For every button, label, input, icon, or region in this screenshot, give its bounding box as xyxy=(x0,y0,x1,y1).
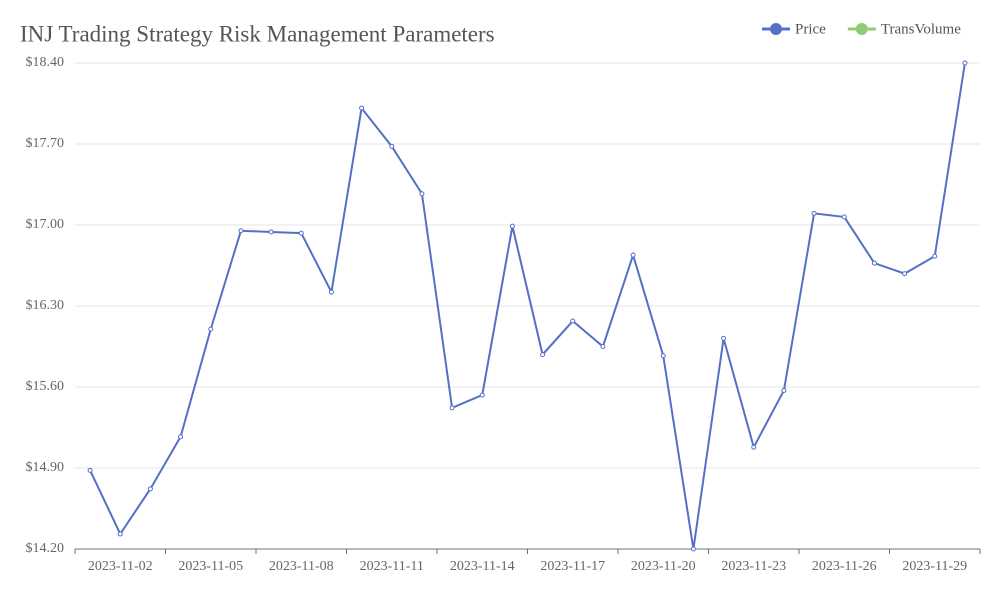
data-point xyxy=(419,191,425,197)
series-line xyxy=(89,62,966,550)
y-tick-label: $16.30 xyxy=(26,298,65,313)
data-point xyxy=(902,271,908,277)
y-tick-label: $14.20 xyxy=(26,541,65,556)
x-tick-label: 2023-11-02 xyxy=(88,559,153,574)
x-tick-label: 2023-11-11 xyxy=(360,559,424,574)
data-point xyxy=(690,546,696,552)
data-point xyxy=(721,335,727,341)
data-point xyxy=(328,289,334,295)
legend-swatch xyxy=(770,23,782,35)
data-point xyxy=(479,392,485,398)
data-point xyxy=(660,353,666,359)
y-tick-label: $18.40 xyxy=(26,55,65,70)
data-point xyxy=(962,60,968,66)
x-tick-label: 2023-11-08 xyxy=(269,559,334,574)
data-point xyxy=(359,105,365,111)
data-point xyxy=(600,344,606,349)
data-point xyxy=(298,230,304,236)
data-point xyxy=(389,143,395,149)
data-point xyxy=(811,210,817,216)
x-tick-label: 2023-11-20 xyxy=(631,559,696,574)
legend-swatch xyxy=(855,23,868,35)
data-point xyxy=(449,405,455,411)
x-tick-label: 2023-11-23 xyxy=(721,559,786,574)
data-point xyxy=(751,444,757,450)
data-point xyxy=(509,223,515,229)
x-tick-label: 2023-11-29 xyxy=(902,559,967,574)
data-point xyxy=(268,229,274,235)
data-point xyxy=(540,352,546,358)
data-point xyxy=(87,467,93,473)
data-point xyxy=(781,387,787,393)
x-tick-label: 2023-11-05 xyxy=(178,559,243,574)
y-tick-label: $17.00 xyxy=(26,217,65,232)
x-tick-label: 2023-11-17 xyxy=(540,559,605,574)
data-point xyxy=(871,260,877,266)
data-point xyxy=(178,434,184,440)
data-point xyxy=(841,214,847,220)
x-tick-label: 2023-11-26 xyxy=(812,559,877,574)
chart-title: INJ Trading Strategy Risk Management Par… xyxy=(20,21,495,46)
data-point xyxy=(630,252,636,258)
data-point xyxy=(117,531,123,537)
y-tick-label: $17.70 xyxy=(26,136,65,151)
data-point xyxy=(208,326,214,332)
legend-label: Price xyxy=(795,21,826,37)
data-point xyxy=(932,253,938,259)
data-point xyxy=(147,486,153,492)
data-point xyxy=(570,318,576,324)
y-tick-label: $15.60 xyxy=(26,379,65,394)
legend-label: TransVolume xyxy=(881,21,961,37)
y-tick-label: $14.90 xyxy=(26,460,65,475)
data-point xyxy=(238,228,244,234)
x-tick-label: 2023-11-14 xyxy=(450,559,515,574)
